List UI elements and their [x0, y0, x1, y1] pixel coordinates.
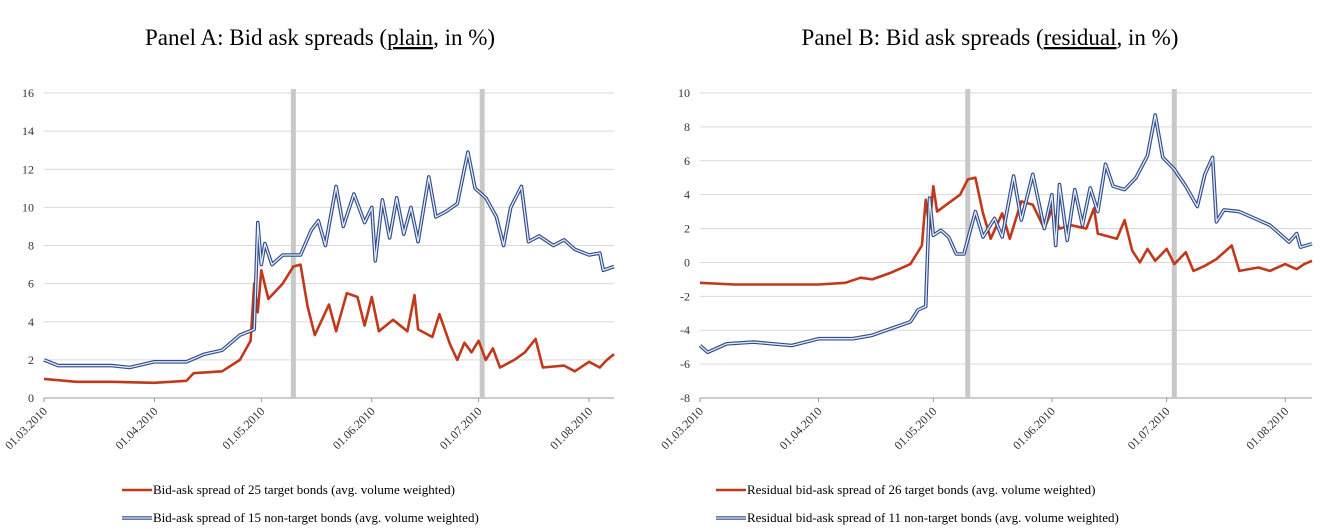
legend-label: Residual bid-ask spread of 11 non-target… — [747, 510, 1119, 525]
panel-title: Panel A: Bid ask spreads (plain, in %) — [145, 25, 495, 50]
y-tick-label: 0 — [684, 255, 690, 269]
panel: Panel A: Bid ask spreads (plain, in %) 0 2… — [2, 25, 615, 525]
series-line — [43, 263, 615, 385]
series-line-inner — [699, 114, 1313, 353]
x-tick-label: 01.05.2010 — [891, 404, 939, 452]
series-line — [698, 113, 1313, 355]
y-tick-label: 8 — [684, 120, 690, 134]
y-tick-label: 6 — [684, 154, 690, 168]
y-tick-label: -6 — [680, 357, 690, 371]
title-part: Panel B: Bid ask spreads ( — [802, 25, 1044, 50]
title-part: , in %) — [1116, 25, 1178, 50]
x-tick-label: 01.07.2010 — [1125, 404, 1173, 452]
x-tick-label: 01.08.2010 — [1243, 404, 1291, 452]
x-tick-label: 01.04.2010 — [112, 404, 160, 452]
title-part: residual — [1044, 25, 1117, 50]
legend-label: Bid-ask spread of 15 non-target bonds (a… — [153, 510, 479, 525]
y-tick-label: 2 — [28, 353, 34, 367]
y-tick-label: -8 — [680, 391, 690, 405]
panel-title: Panel B: Bid ask spreads (residual, in %… — [802, 25, 1179, 50]
y-tick-label: 4 — [28, 315, 34, 329]
y-tick-label: 16 — [22, 86, 34, 100]
y-tick-label: -4 — [680, 323, 690, 337]
series-line-inner — [43, 151, 615, 369]
x-tick-label: 01.05.2010 — [219, 404, 267, 452]
x-tick-label: 01.03.2010 — [658, 404, 706, 452]
x-tick-label: 01.07.2010 — [437, 404, 485, 452]
panel: Panel B: Bid ask spreads (residual, in %… — [658, 25, 1313, 525]
y-tick-label: 2 — [684, 222, 690, 236]
x-tick-label: 01.06.2010 — [330, 404, 378, 452]
legend-label: Bid-ask spread of 25 target bonds (avg. … — [153, 482, 455, 497]
title-part: Panel A: Bid ask spreads ( — [145, 25, 387, 50]
x-tick-label: 01.08.2010 — [547, 404, 595, 452]
legend-label: Residual bid-ask spread of 26 target bon… — [747, 482, 1096, 497]
series-line — [699, 176, 1313, 286]
y-tick-label: 14 — [22, 124, 34, 138]
title-part: plain — [387, 25, 433, 50]
y-tick-label: 10 — [678, 86, 690, 100]
x-tick-label: 01.03.2010 — [2, 404, 50, 452]
y-tick-label: 0 — [28, 391, 34, 405]
y-tick-label: 12 — [22, 162, 34, 176]
title-part: , in %) — [433, 25, 495, 50]
x-tick-label: 01.04.2010 — [777, 404, 825, 452]
y-tick-label: 6 — [28, 277, 34, 291]
y-tick-label: -2 — [680, 289, 690, 303]
y-tick-label: 10 — [22, 200, 34, 214]
y-tick-label: 8 — [28, 239, 34, 253]
x-tick-label: 01.06.2010 — [1010, 404, 1058, 452]
y-tick-label: 4 — [684, 188, 690, 202]
series-line — [43, 150, 615, 370]
